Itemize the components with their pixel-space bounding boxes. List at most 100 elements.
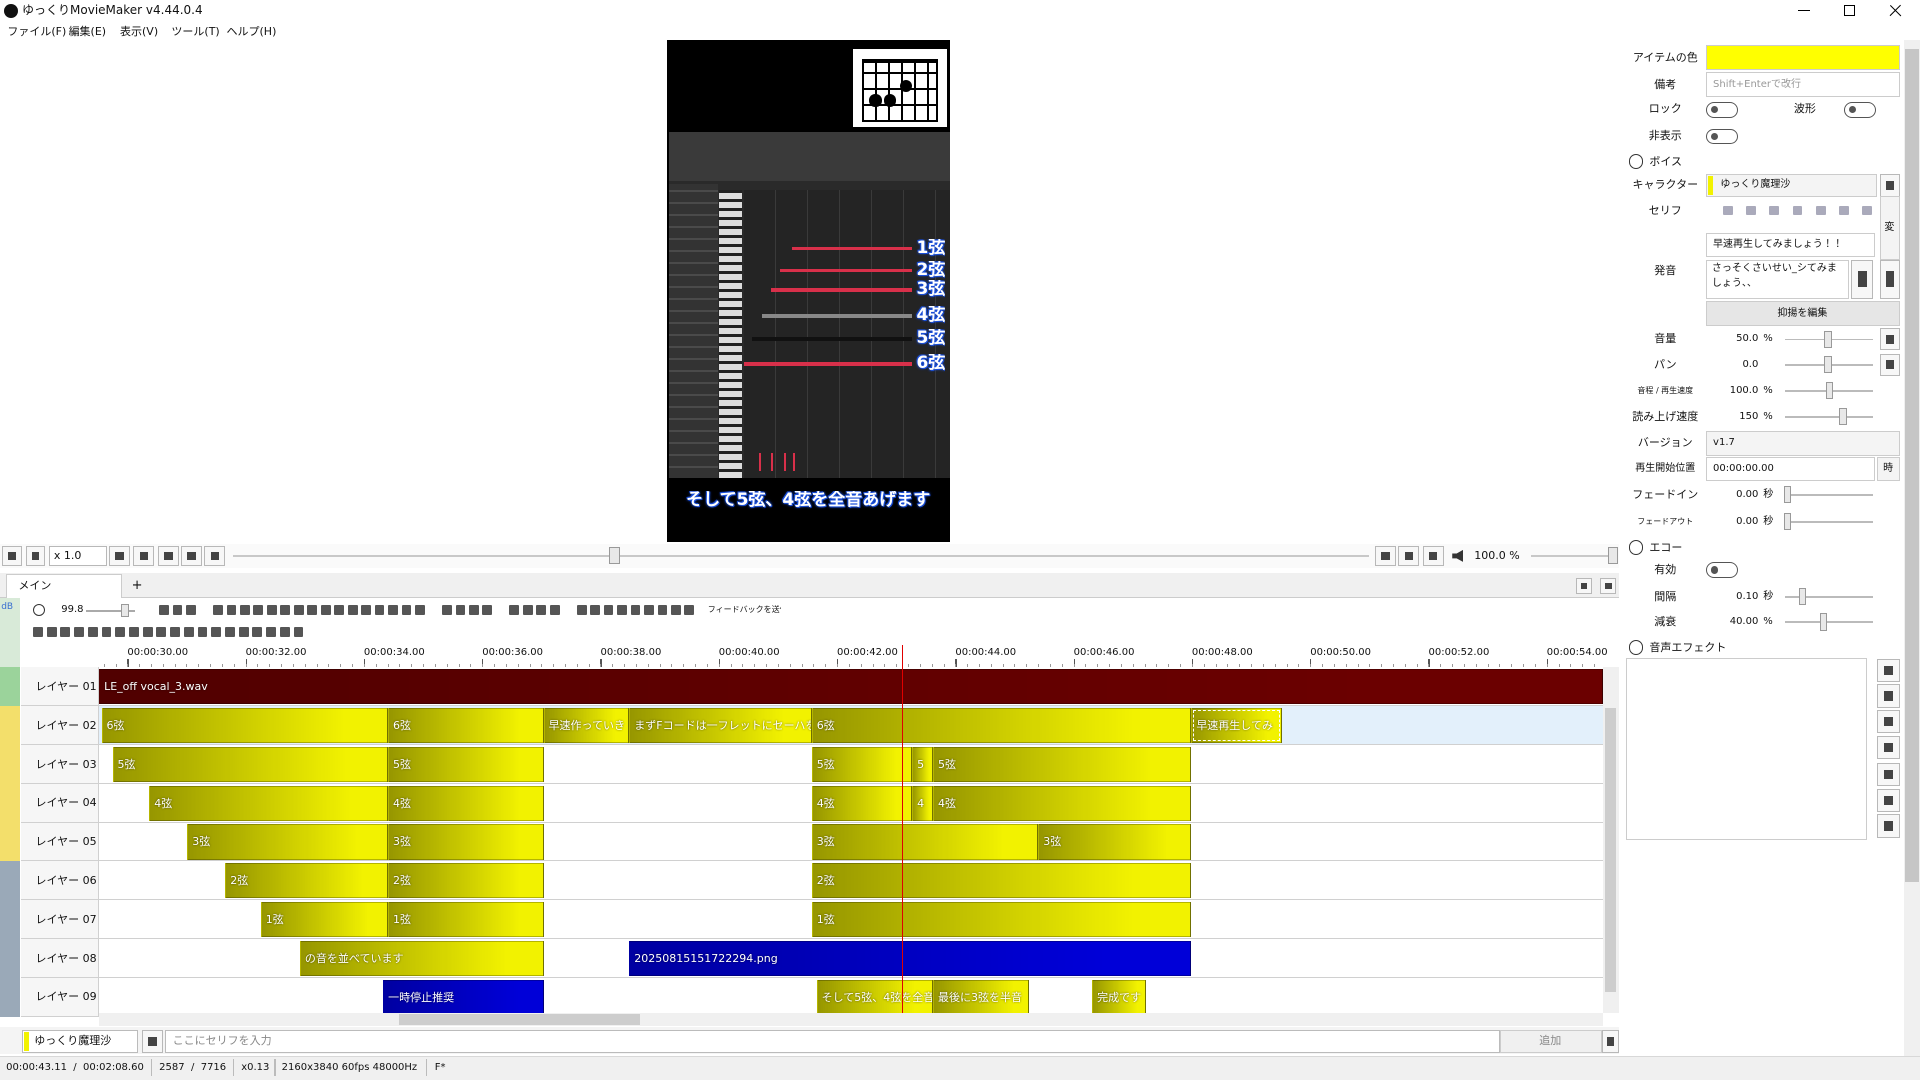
toolbar-button[interactable] [238, 626, 249, 637]
maximize-button[interactable] [1844, 4, 1856, 16]
toolbar-button[interactable] [522, 604, 533, 615]
section-toggle[interactable] [1628, 640, 1644, 656]
format-button[interactable] [1769, 205, 1780, 216]
timeline-clip[interactable] [388, 902, 544, 938]
lock-toggle[interactable] [1705, 101, 1738, 118]
timeline-clip[interactable] [1092, 979, 1147, 1015]
timeline-clip[interactable] [811, 708, 1192, 744]
format-button[interactable] [1839, 205, 1849, 216]
toolbar-button[interactable] [671, 604, 681, 615]
timeline-clip[interactable] [383, 979, 544, 1015]
timeline-clip[interactable] [933, 785, 1192, 821]
toolbar-button[interactable] [630, 604, 641, 615]
version-select[interactable] [1705, 431, 1901, 456]
menu-item[interactable]: 表示(V) [120, 25, 159, 39]
toolbar-button[interactable] [603, 604, 614, 615]
timeline-clip[interactable] [811, 746, 913, 782]
toolbar-button[interactable] [509, 604, 520, 615]
toolbar-button[interactable] [101, 626, 112, 637]
toolbar-button[interactable] [225, 626, 235, 637]
toolbar-button[interactable] [33, 626, 43, 637]
toolbar-button[interactable] [347, 604, 358, 615]
toolbar-button[interactable] [536, 604, 547, 615]
toolbar-magnifier[interactable] [33, 603, 46, 616]
v-scroll-thumb[interactable] [1605, 707, 1617, 992]
waveform-toggle[interactable] [1844, 101, 1876, 118]
timeline-clip[interactable] [811, 863, 1192, 899]
timeline-clip[interactable] [1038, 824, 1192, 860]
toolbar-button[interactable] [482, 604, 493, 615]
intonation-button[interactable] [1705, 301, 1901, 326]
hidden-toggle[interactable] [1705, 128, 1738, 145]
timeline-clip[interactable] [101, 708, 389, 744]
toolbar-button[interactable] [159, 604, 169, 615]
toolbar-button[interactable] [684, 604, 695, 615]
slider-thumb[interactable] [1784, 486, 1792, 504]
toolbar-button[interactable] [60, 626, 71, 637]
format-button[interactable] [1746, 205, 1756, 216]
note-input[interactable] [1705, 72, 1901, 97]
layer-header[interactable] [20, 667, 100, 707]
toolbar-button[interactable] [129, 626, 139, 637]
add-button[interactable] [1500, 1029, 1602, 1054]
pron-box[interactable] [1705, 259, 1849, 299]
timeline-clip[interactable] [811, 785, 913, 821]
timeline-clip[interactable] [388, 785, 544, 821]
layer-header[interactable] [20, 744, 100, 784]
format-button[interactable] [1792, 205, 1803, 216]
layer-header[interactable] [20, 977, 100, 1017]
toolbar-button[interactable] [87, 626, 98, 637]
toolbar-button[interactable] [46, 626, 57, 637]
add-tab-button[interactable]: + [131, 577, 143, 593]
toolbar-button[interactable] [293, 626, 304, 637]
toolbar-button[interactable] [644, 604, 654, 615]
toolbar-button[interactable] [293, 604, 304, 615]
speed-dropdown[interactable] [48, 546, 107, 566]
toolbar-button[interactable] [197, 626, 208, 637]
character-dropdown[interactable] [22, 1029, 139, 1054]
seek-thumb[interactable] [608, 547, 620, 565]
feedback-link[interactable]: フィードバックを送信 [707, 605, 782, 614]
item-color-box[interactable] [1705, 45, 1901, 70]
toolbar-button[interactable] [253, 604, 264, 615]
toolbar-button[interactable] [617, 604, 627, 615]
toolbar-button[interactable] [213, 604, 223, 615]
timeline-clip[interactable] [99, 669, 1603, 705]
timeline-clip[interactable] [149, 785, 389, 821]
timeline-clip[interactable] [912, 746, 934, 782]
timeline-clip[interactable] [300, 940, 544, 977]
toolbar-button[interactable] [468, 604, 479, 615]
layer-header[interactable] [20, 706, 100, 745]
menu-item[interactable]: ファイル(F) [7, 25, 67, 39]
toolbar-button[interactable] [307, 604, 318, 615]
toolbar-button[interactable] [388, 604, 398, 615]
panel-scroll-thumb[interactable] [1905, 48, 1919, 882]
toolbar-button[interactable] [549, 604, 560, 615]
toolbar-button[interactable] [401, 604, 412, 615]
timeline-clip[interactable] [912, 785, 934, 821]
format-button[interactable] [1862, 205, 1873, 216]
toolbar-button[interactable] [320, 604, 331, 615]
menu-item[interactable]: ツール(T) [171, 25, 220, 39]
slider-thumb[interactable] [1784, 513, 1792, 531]
start-input[interactable] [1705, 456, 1875, 482]
slider-thumb[interactable] [1839, 407, 1847, 425]
timeline-clip[interactable] [260, 902, 389, 938]
toolbar-button[interactable] [590, 604, 600, 615]
layer-header[interactable] [20, 822, 100, 862]
timeline-tab[interactable] [6, 574, 123, 598]
timeline-clip[interactable] [629, 708, 812, 744]
toolbar-button[interactable] [442, 604, 452, 615]
slider-thumb[interactable] [1824, 356, 1832, 374]
toolbar-button[interactable] [240, 604, 250, 615]
timeline-clip[interactable] [388, 863, 544, 899]
format-button[interactable] [1815, 205, 1826, 216]
volume-thumb[interactable] [1607, 547, 1618, 565]
timeline-clip[interactable] [187, 824, 389, 860]
layer-header[interactable] [20, 939, 100, 978]
format-button[interactable] [1722, 205, 1733, 216]
toolbar-button[interactable] [279, 626, 290, 637]
timeline-clip[interactable] [1191, 708, 1283, 744]
toolbar-button[interactable] [334, 604, 345, 615]
toolbar-button[interactable] [415, 604, 425, 615]
